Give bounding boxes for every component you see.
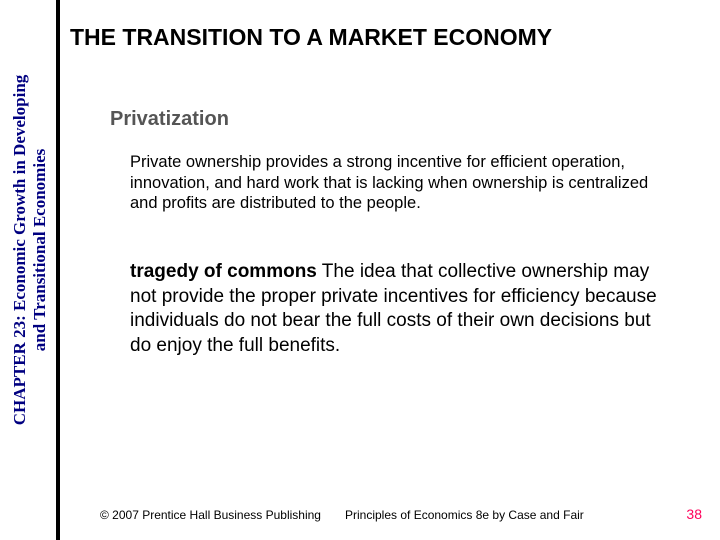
slide-title: THE TRANSITION TO A MARKET ECONOMY (70, 24, 710, 51)
section-subhead: Privatization (110, 108, 229, 131)
definition-term: tragedy of commons (130, 261, 317, 282)
definition-block: tragedy of commons The idea that collect… (130, 260, 660, 359)
vertical-rule (56, 0, 60, 540)
body-paragraph: Private ownership provides a strong ince… (130, 152, 660, 214)
chapter-line1: CHAPTER 23: Economic Growth in Developin… (10, 75, 29, 426)
slide: CHAPTER 23: Economic Growth in Developin… (0, 0, 720, 540)
chapter-line2: and Transitional Economies (30, 149, 49, 351)
footer-copyright: © 2007 Prentice Hall Business Publishing (100, 508, 321, 522)
footer-book-title: Principles of Economics 8e by Case and F… (345, 508, 584, 522)
chapter-sidebar-label: CHAPTER 23: Economic Growth in Developin… (10, 30, 49, 470)
page-number: 38 (686, 506, 702, 522)
